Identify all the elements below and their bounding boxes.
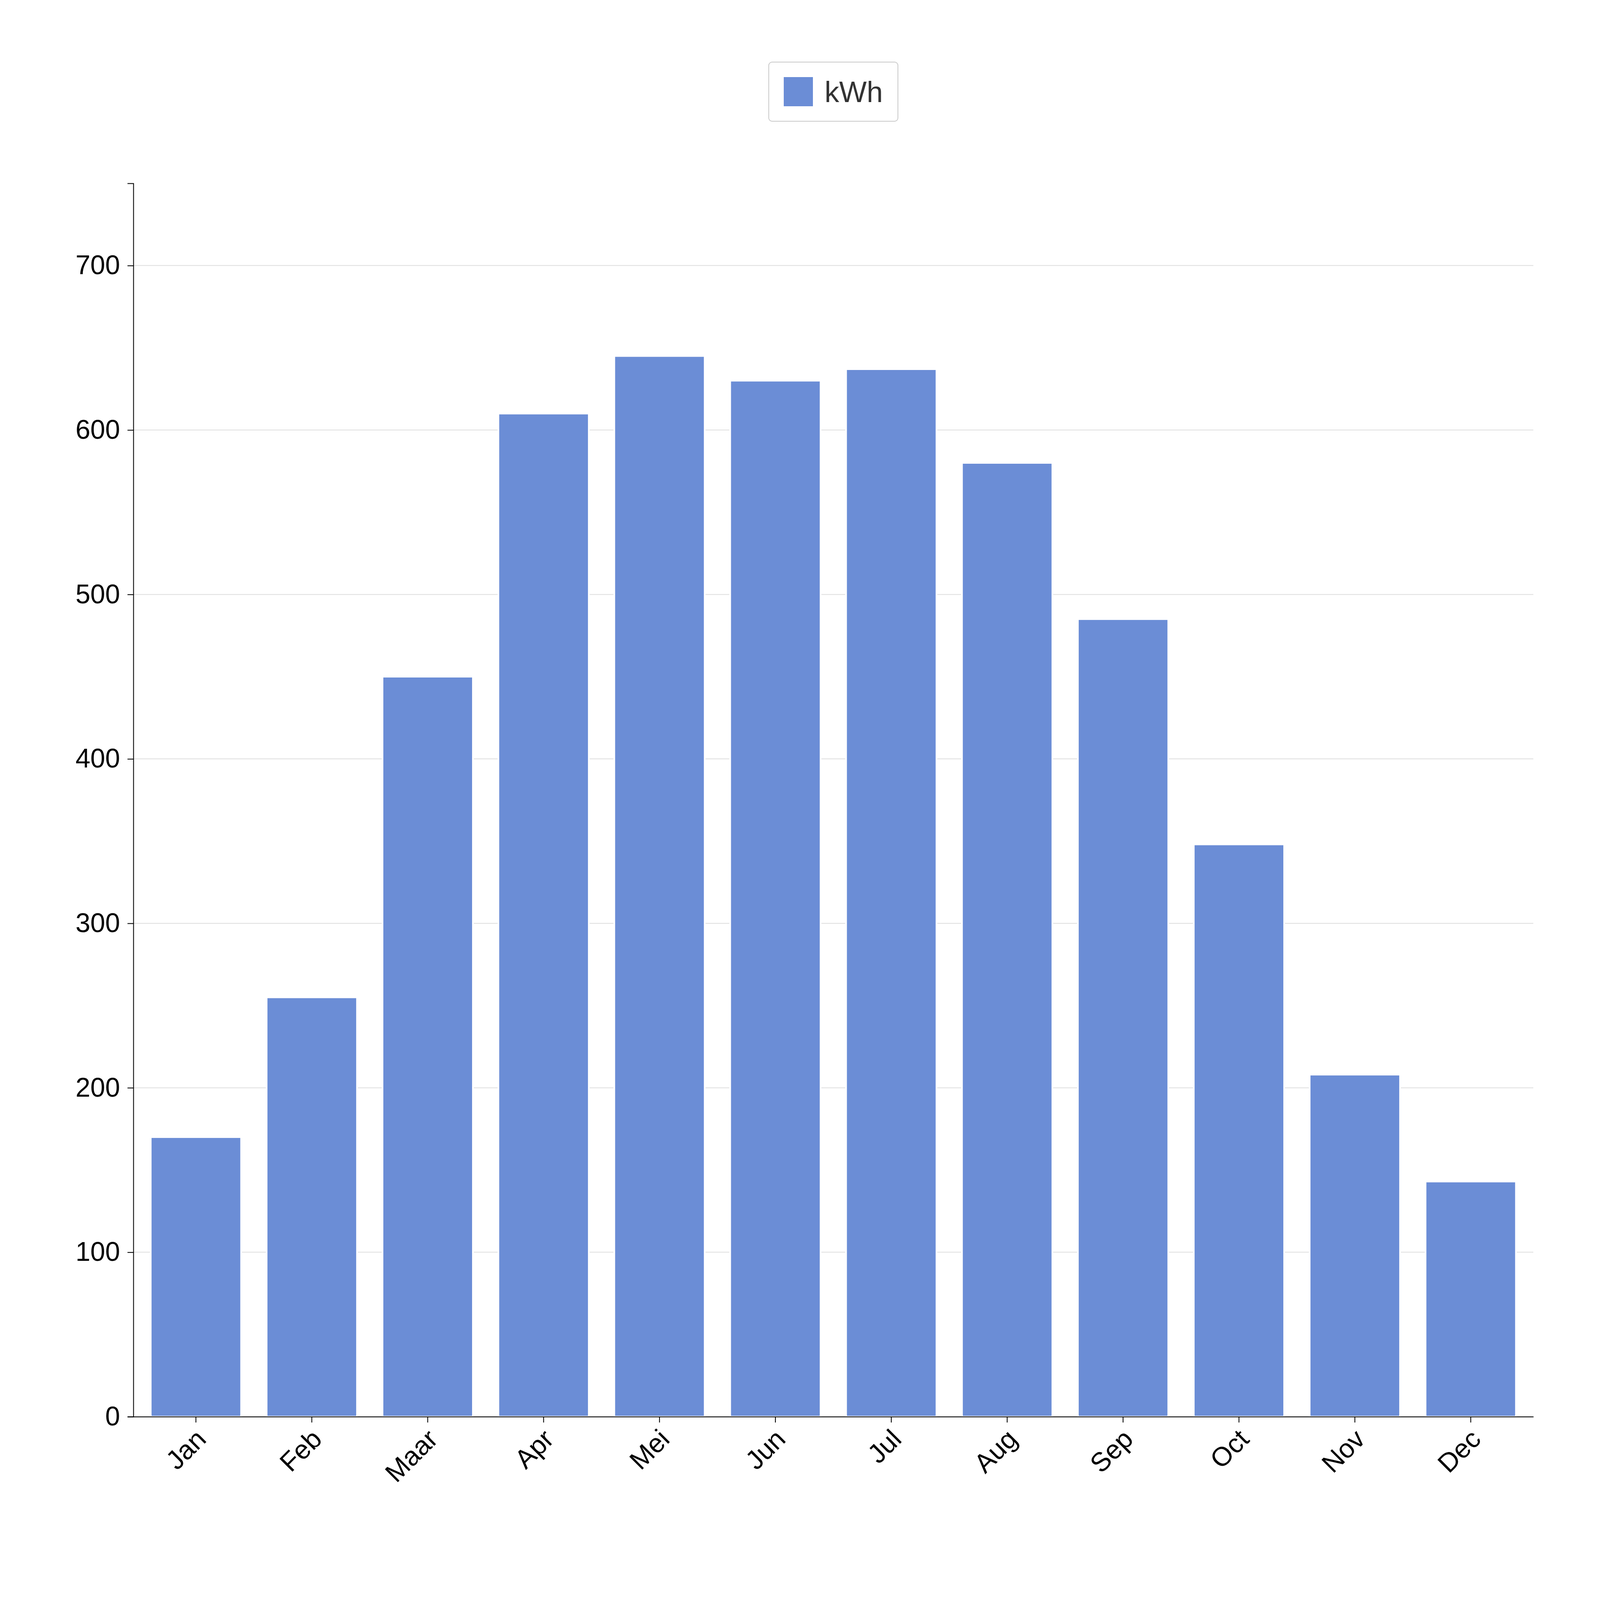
x-tick-label: Apr [508,1423,560,1475]
x-tick-label: Aug [968,1423,1023,1479]
bar [962,462,1053,1417]
grid-line [133,594,1534,595]
x-tick-label: Maar [379,1423,444,1488]
bar [498,413,589,1417]
legend-frame [768,62,898,122]
x-tick-label: Jan [160,1423,212,1476]
legend-item: kWh [783,75,883,109]
bar [614,355,705,1417]
bar [266,997,358,1417]
y-tick: 500 [75,579,134,610]
x-tick-mark [1354,1416,1356,1423]
legend: kWh [768,62,898,122]
bar [730,380,821,1417]
y-tick-label: 500 [75,579,120,610]
y-tick-mark [127,758,134,760]
x-tick-mark [195,1416,197,1423]
y-tick: 700 [75,250,134,280]
x-tick: Mei [623,1416,676,1476]
legend-swatch [783,77,813,107]
grid-line [133,429,1534,431]
y-tick-label: 100 [75,1236,120,1267]
x-axis-line [133,1416,1534,1418]
x-tick-mark [1122,1416,1124,1423]
x-tick: Jul [861,1416,908,1470]
x-tick-label: Sep [1084,1423,1139,1479]
x-tick-label: Dec [1431,1423,1487,1479]
bar [150,1137,242,1417]
y-tick-label: 700 [75,250,120,280]
y-tick: 200 [75,1072,134,1103]
x-axis: Jan Feb Maar Apr Mei Jun Jul Aug Sep Oct Nov Dec [133,1416,1534,1488]
x-tick-mark [890,1416,892,1423]
y-tick: 300 [75,907,134,938]
x-tick-label: Jul [861,1423,908,1470]
x-tick: Maar [379,1416,444,1488]
x-tick: Jan [160,1416,212,1476]
x-tick-mark [543,1416,545,1423]
bars [150,355,1517,1417]
y-tick-label: 300 [75,907,120,938]
x-tick: Feb [273,1416,328,1478]
legend-label: kWh [824,75,883,109]
grid-line [133,265,1534,266]
y-tick-mark [127,430,134,431]
bar [1193,844,1285,1417]
x-tick-label: Oct [1204,1423,1255,1475]
bar [1425,1181,1516,1417]
bar [1309,1074,1400,1417]
x-tick: Apr [508,1416,560,1475]
x-tick-mark [1470,1416,1472,1423]
x-tick: Aug [968,1416,1023,1479]
x-tick-mark [311,1416,313,1423]
x-tick-mark [775,1416,776,1423]
y-tick-mark [127,923,134,925]
x-tick: Sep [1084,1416,1139,1479]
grid-line [133,758,1534,760]
bar [382,676,473,1417]
chart: Jan Feb Maar Apr Mei Jun Jul Aug Sep Oct Nov Dec 0 10… [0,0,1600,1600]
x-tick-mark [659,1416,660,1423]
y-tick-label: 400 [75,743,120,774]
x-tick-label: Jun [739,1423,792,1476]
chart-container: Jan Feb Maar Apr Mei Jun Jul Aug Sep Oct Nov Dec 0 10… [0,0,1600,1600]
y-tick: 100 [75,1236,134,1267]
x-tick-mark [1006,1416,1008,1423]
grid [133,265,1534,1417]
x-tick: Nov [1315,1416,1371,1479]
grid-line [133,922,1534,924]
y-axis: 0 100 200 300 400 500 600 700 [75,183,134,1432]
y-tick: 400 [75,743,134,774]
x-tick: Oct [1204,1416,1255,1475]
y-tick-mark [127,1252,134,1253]
x-tick-label: Mei [623,1423,676,1476]
x-tick-label: Feb [273,1423,328,1478]
y-axis-line [127,183,134,1418]
y-tick-mark [127,1087,134,1089]
y-tick-mark [127,1416,134,1418]
y-tick-label: 0 [105,1401,120,1432]
x-tick-label: Nov [1315,1423,1371,1479]
x-tick-mark [1238,1416,1240,1423]
y-tick-mark [127,594,134,595]
y-tick-mark [127,265,134,267]
x-tick-mark [427,1416,428,1423]
bar [1077,619,1169,1417]
x-tick: Dec [1431,1416,1487,1479]
y-tick: 0 [105,1401,134,1432]
bar-series [150,355,1517,1417]
bar [846,369,937,1417]
x-tick: Jun [739,1416,792,1476]
y-tick-label: 200 [75,1072,120,1103]
y-tick-label: 600 [75,414,120,445]
y-tick: 600 [75,414,134,445]
